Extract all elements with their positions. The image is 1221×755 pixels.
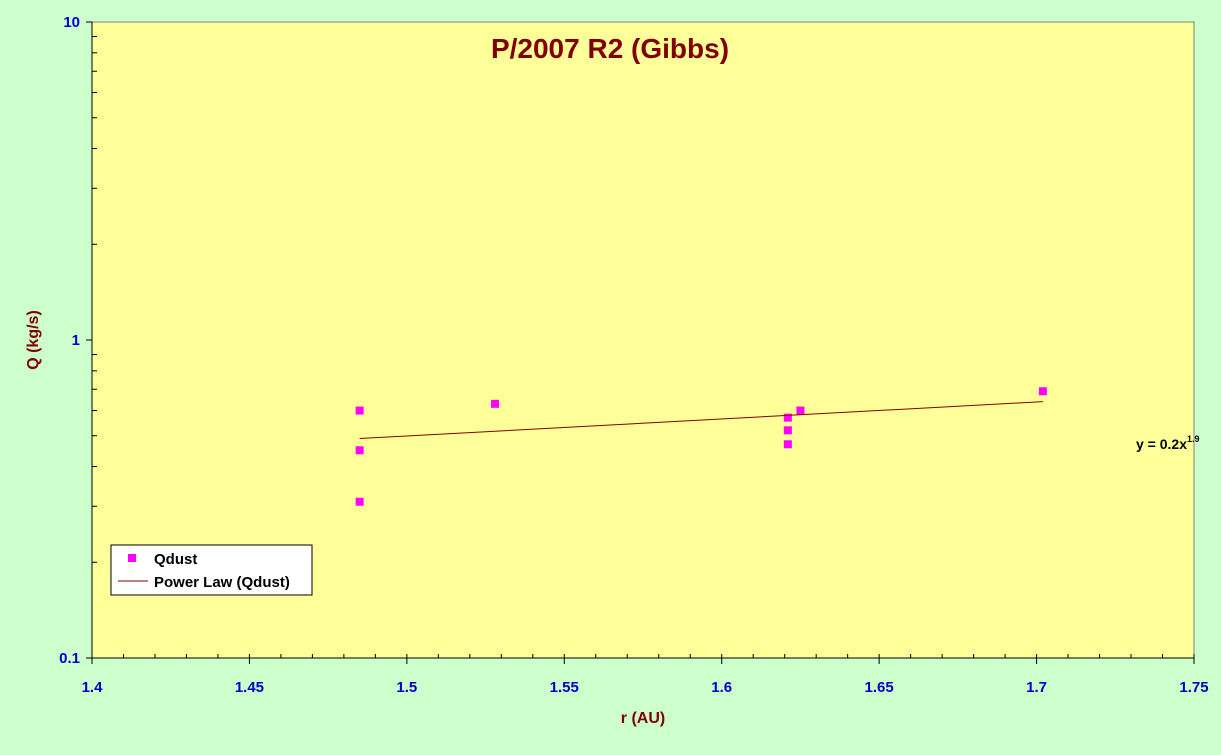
x-tick-label: 1.5 xyxy=(396,679,417,696)
qdust-point xyxy=(783,413,792,422)
x-tick-label: 1.65 xyxy=(865,679,894,696)
axes: 1.4 1.45 1.5 1.55 1.6 1.65 1.7 1.75 0.1 1 10 xyxy=(59,14,1208,696)
y-axis-label: Q (kg/s) xyxy=(25,310,42,370)
chart-title: P/2007 R2 (Gibbs) xyxy=(491,33,729,64)
x-tick-label: 1.4 xyxy=(82,679,104,696)
power-law-trendline xyxy=(359,401,1043,440)
legend-label-power-law: Power Law (Qdust) xyxy=(154,574,290,591)
legend: Qdust Power Law (Qdust) xyxy=(110,544,313,596)
y-tick-label: 1 xyxy=(72,332,80,349)
x-tick-label: 1.6 xyxy=(711,679,732,696)
y-tick-label: 0.1 xyxy=(59,650,80,667)
x-tick-label: 1.75 xyxy=(1179,679,1208,696)
legend-box xyxy=(110,544,313,596)
x-tick-label: 1.7 xyxy=(1026,679,1047,696)
chart-marks xyxy=(355,387,1047,506)
legend-label-qdust: Qdust xyxy=(154,551,197,568)
qdust-point xyxy=(491,399,500,408)
x-tick-label: 1.45 xyxy=(235,679,264,696)
qdust-point xyxy=(355,497,364,506)
qdust-point xyxy=(783,426,792,435)
qdust-point xyxy=(1038,387,1047,396)
x-tick-label: 1.55 xyxy=(550,679,579,696)
qdust-point xyxy=(355,406,364,415)
qdust-point xyxy=(355,446,364,455)
trendline-equation-main: y = 0.2x xyxy=(1136,436,1187,452)
y-tick-label: 10 xyxy=(63,14,80,31)
qdust-point xyxy=(783,440,792,449)
x-axis-label: r (AU) xyxy=(621,710,665,727)
legend-marker-qdust xyxy=(128,554,136,562)
trendline-equation: y = 0.2x1.9 xyxy=(1136,434,1200,452)
qdust-point xyxy=(796,406,805,415)
trendline-equation-exponent: 1.9 xyxy=(1187,434,1200,444)
